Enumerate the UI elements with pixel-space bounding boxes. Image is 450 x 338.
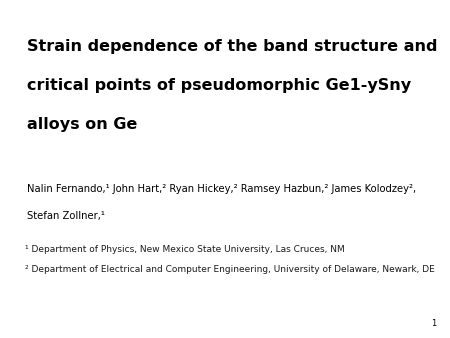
Text: critical points of pseudomorphic Ge1-ySny: critical points of pseudomorphic Ge1-ySn… xyxy=(27,78,411,93)
Text: alloys on Ge: alloys on Ge xyxy=(27,117,137,131)
Text: Strain dependence of the band structure and: Strain dependence of the band structure … xyxy=(27,39,437,54)
Text: Stefan Zollner,¹: Stefan Zollner,¹ xyxy=(27,211,105,221)
Text: ¹ Department of Physics, New Mexico State University, Las Cruces, NM: ¹ Department of Physics, New Mexico Stat… xyxy=(25,245,345,254)
Text: 1: 1 xyxy=(431,319,436,328)
Text: ² Department of Electrical and Computer Engineering, University of Delaware, New: ² Department of Electrical and Computer … xyxy=(25,265,435,274)
Text: Nalin Fernando,¹ John Hart,² Ryan Hickey,² Ramsey Hazbun,² James Kolodzey²,: Nalin Fernando,¹ John Hart,² Ryan Hickey… xyxy=(27,184,416,194)
